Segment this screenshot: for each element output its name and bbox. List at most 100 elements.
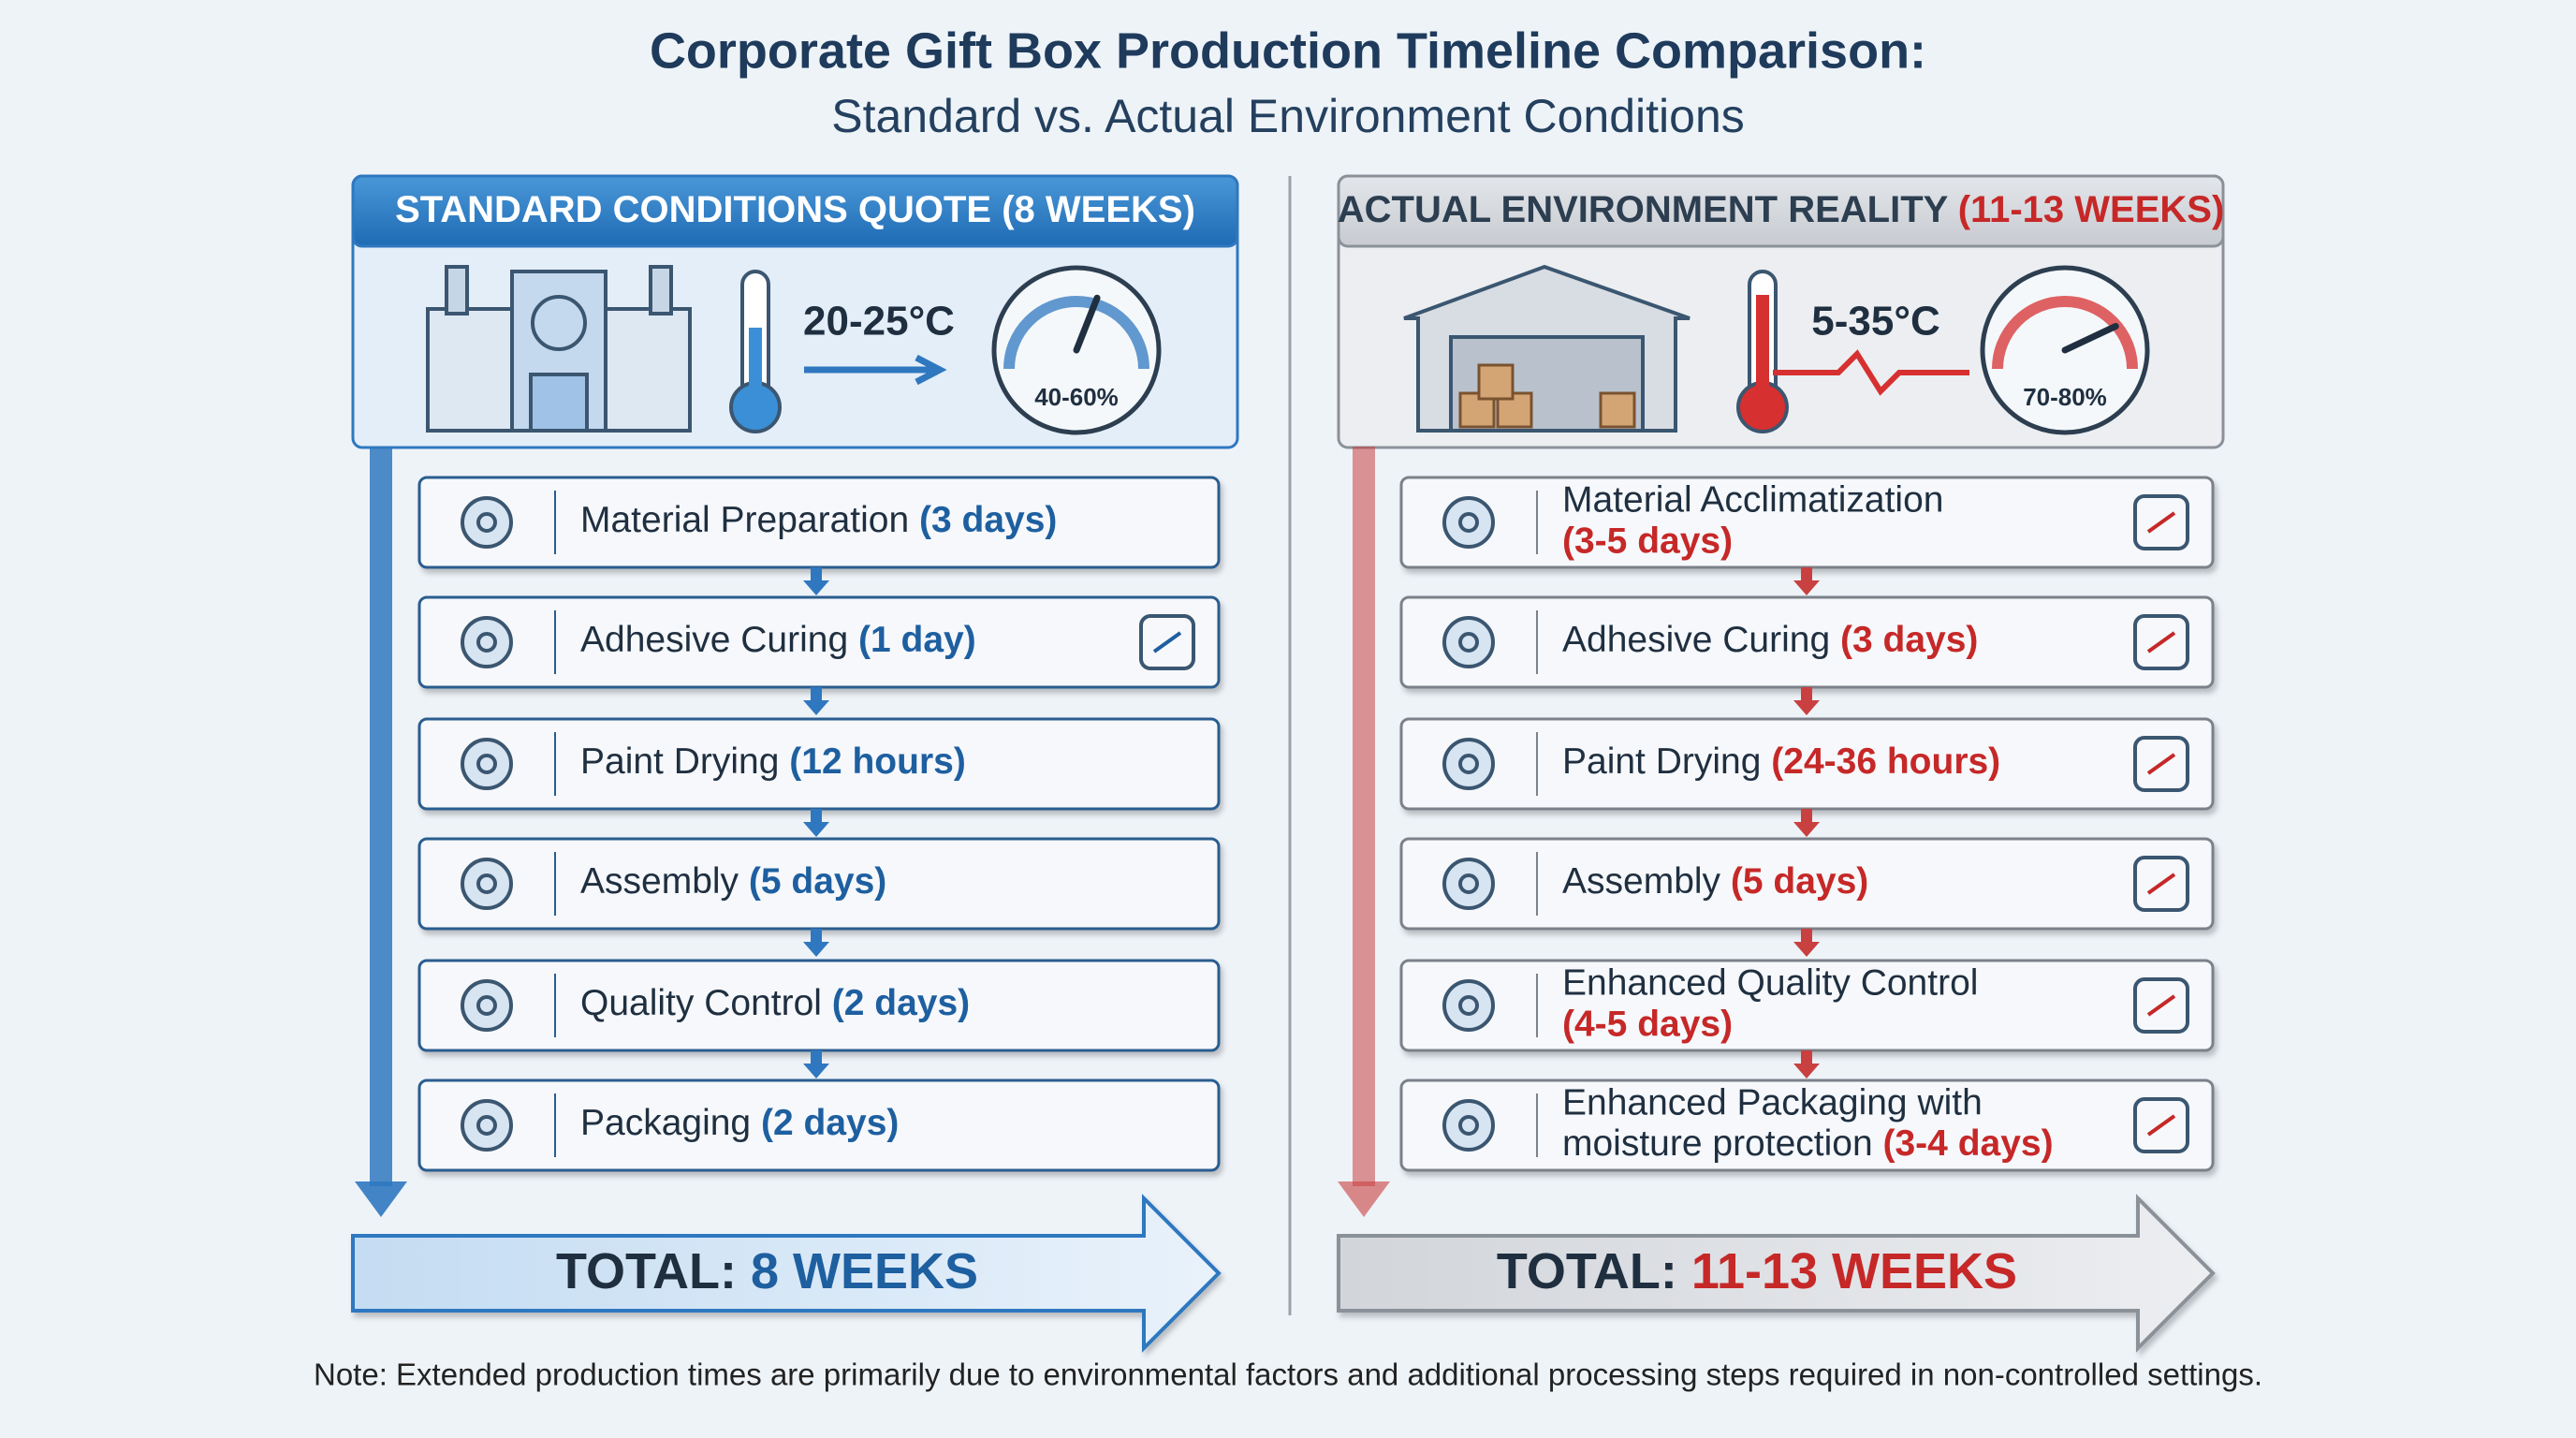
step-icon-center (476, 873, 497, 894)
factory-chimney (445, 265, 469, 315)
total-value: 11-13 WEEKS (1691, 1243, 2017, 1299)
step-name: Paint Drying (1562, 741, 1761, 782)
timeline-head (1338, 1181, 1390, 1217)
step-line: Adhesive Curing (3 days) (1562, 620, 1978, 660)
step-name: Enhanced Packaging with (1562, 1082, 1983, 1123)
step-icon-center (1458, 873, 1479, 894)
step-line: Paint Drying (12 hours) (580, 741, 966, 782)
step-icon (1442, 979, 1495, 1032)
temperature: 5-35°C (1811, 299, 1939, 345)
step-duration: (12 hours) (789, 741, 966, 782)
step-side-icon (2133, 494, 2189, 550)
step-name: moisture protection (1562, 1123, 1873, 1164)
step-duration: (5 days) (749, 861, 886, 902)
step-side-icon-mark (2146, 753, 2176, 775)
step-side-icon-mark (2146, 1114, 2176, 1137)
step-icon-center (1458, 995, 1479, 1016)
step-name: Adhesive Curing (580, 620, 848, 660)
step-name: Assembly (1562, 861, 1721, 902)
panel-header (1337, 174, 2225, 248)
gauge-needle (2061, 322, 2119, 354)
step-connector (803, 567, 829, 595)
panel-heading: ACTUAL ENVIRONMENT REALITY (11-13 WEEKS) (1338, 189, 2225, 230)
timeline-bar (1353, 447, 1375, 1186)
fan (531, 295, 587, 351)
thermometer-level (749, 328, 762, 403)
step-duration: (2 days) (832, 983, 970, 1023)
total-arrow (1337, 1194, 2216, 1353)
panel-header (351, 174, 1239, 248)
step-icon (461, 738, 513, 790)
total-label: TOTAL: (1497, 1243, 1677, 1299)
door (529, 373, 589, 433)
step-duration: (5 days) (1731, 861, 1868, 902)
step-duration: (1 day) (858, 620, 976, 660)
temperature: 20-25°C (803, 299, 955, 345)
step-icon (1442, 858, 1495, 910)
step-icon (461, 616, 513, 668)
step-connector (1793, 567, 1820, 595)
step-icon-center (1458, 512, 1479, 533)
step-side-icon (2133, 614, 2189, 670)
heading-text: ACTUAL ENVIRONMENT REALITY (1338, 189, 1949, 230)
step-side-icon (1139, 614, 1195, 670)
note: Note: Extended production times are prim… (314, 1357, 2262, 1392)
timeline-bar (370, 447, 392, 1186)
step-connector (803, 929, 829, 957)
step-connector (803, 809, 829, 837)
step-side-icon-mark (2146, 873, 2176, 895)
step-line: Assembly (5 days) (580, 861, 886, 902)
step-name: Packaging (580, 1103, 751, 1143)
step-line: Material Preparation (3 days) (580, 500, 1057, 540)
step-box (1399, 1078, 2215, 1172)
step-connector (1793, 809, 1820, 837)
step-line: Paint Drying (24-36 hours) (1562, 741, 2000, 782)
step-side-icon-mark (2146, 511, 2176, 534)
total-label: TOTAL: (556, 1243, 737, 1299)
gauge-arc (1992, 296, 2138, 370)
step-line: Assembly (5 days) (1562, 861, 1868, 902)
step-icon (461, 858, 513, 910)
step-line: Packaging (2 days) (580, 1103, 899, 1143)
gauge-arc (1003, 296, 1149, 370)
step-icon (461, 979, 513, 1032)
subtitle: Standard vs. Actual Environment Conditio… (831, 90, 1745, 142)
step-icon-center (476, 1115, 497, 1136)
step-icon-center (476, 512, 497, 533)
step-icon (1442, 1099, 1495, 1152)
step-icon (1442, 496, 1495, 549)
step-connector (803, 1050, 829, 1078)
humidity: 40-60% (1034, 383, 1119, 411)
step-side-icon (2133, 1097, 2189, 1153)
step-name: Material Preparation (580, 500, 909, 540)
step-icon (461, 496, 513, 549)
step-side-icon (2133, 856, 2189, 912)
step-icon-center (1458, 754, 1479, 774)
step-name: Quality Control (580, 983, 822, 1023)
factory-chimney (649, 265, 673, 315)
step-duration: (3-5 days) (1562, 521, 1733, 561)
step-connector (803, 687, 829, 715)
heading-accent: (11-13 WEEKS) (1958, 189, 2225, 230)
step-side-icon-mark (2146, 994, 2176, 1017)
step-icon (461, 1099, 513, 1152)
step-duration: (2 days) (761, 1103, 899, 1143)
heading-text: STANDARD CONDITIONS QUOTE (395, 189, 991, 230)
step-name: Enhanced Quality Control (1562, 962, 1978, 1003)
step-box (417, 1078, 1221, 1172)
step-name: Adhesive Curing (1562, 620, 1830, 660)
step-connector (1793, 1050, 1820, 1078)
step-icon-center (1458, 1115, 1479, 1136)
step-duration: (3 days) (919, 500, 1057, 540)
step-duration: (3 days) (1840, 620, 1978, 660)
step-side-icon (2133, 736, 2189, 792)
panel-heading: STANDARD CONDITIONS QUOTE (8 WEEKS) (395, 189, 1195, 230)
step-duration: (3-4 days) (1883, 1123, 2054, 1164)
step-icon-center (476, 632, 497, 653)
step-duration: (4-5 days) (1562, 1004, 1733, 1044)
total: TOTAL: 8 WEEKS (556, 1243, 978, 1299)
timeline-head (355, 1181, 407, 1217)
step-icon-center (1458, 632, 1479, 653)
step-line: Adhesive Curing (1 day) (580, 620, 976, 660)
